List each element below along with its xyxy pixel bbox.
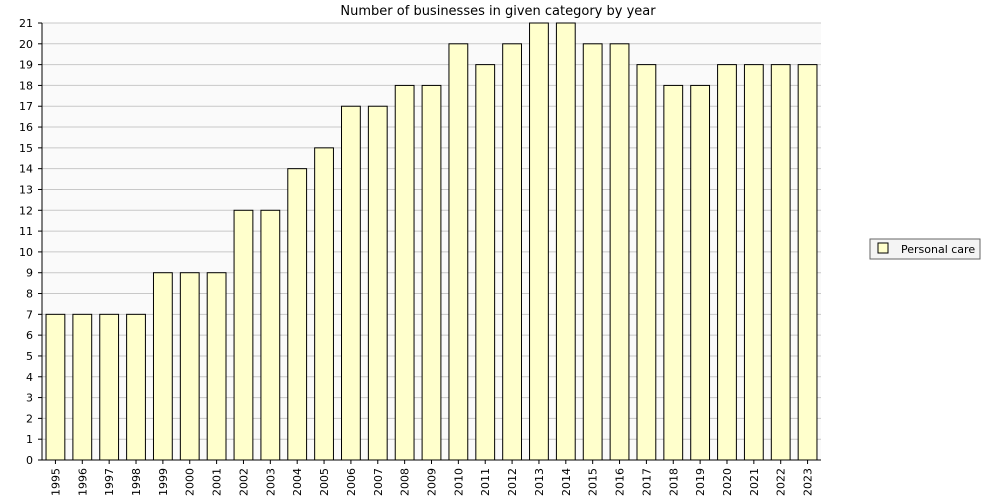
x-tick-label: 2012 [506, 468, 519, 496]
y-tick-label: 11 [19, 225, 33, 238]
x-tick-label: 2002 [237, 468, 250, 496]
x-tick-label: 2005 [318, 468, 331, 496]
x-tick-label: 2008 [399, 468, 412, 496]
bar [99, 313, 120, 461]
x-tick-label: 2007 [372, 468, 385, 496]
y-tick-label: 14 [19, 163, 33, 176]
y-tick-label: 4 [26, 371, 33, 384]
x-tick-label: 1996 [76, 468, 89, 496]
x-tick-label: 2022 [775, 468, 788, 496]
x-tick-label: 2009 [426, 468, 439, 496]
bar [341, 105, 361, 461]
y-tick-label: 20 [19, 38, 33, 51]
x-tick-label: 1997 [103, 468, 116, 496]
x-tick-labels: 1995 1996 1997 1998 1999 2000 2001 2002 2003 2004… [49, 468, 814, 496]
x-tick-label: 2016 [614, 468, 627, 496]
axes [38, 22, 821, 464]
bar [529, 22, 549, 461]
bar [663, 84, 684, 461]
y-tick-label: 19 [19, 59, 33, 72]
bar [179, 272, 200, 461]
x-tick-label: 1998 [130, 468, 143, 496]
bar [126, 313, 146, 461]
bar [287, 168, 308, 461]
x-tick-label: 2021 [748, 468, 761, 496]
y-tick-label: 10 [19, 246, 33, 259]
bar [636, 64, 657, 461]
y-tick-label: 17 [19, 100, 33, 113]
x-tick-label: 2014 [560, 468, 573, 496]
bar [717, 64, 737, 461]
x-tick-label: 2001 [211, 468, 224, 496]
y-tick-label: 12 [19, 204, 33, 217]
x-tick-label: 1995 [49, 468, 62, 496]
y-tick-label: 18 [19, 79, 33, 92]
bar [394, 84, 415, 461]
legend-label: Personal care [901, 243, 975, 256]
y-tick-label: 9 [26, 267, 33, 280]
bar [609, 43, 630, 461]
bar [260, 209, 281, 461]
x-tick-label: 2011 [479, 468, 492, 496]
x-tick-label: 2019 [694, 468, 707, 496]
bar [502, 43, 522, 461]
y-tick-label: 7 [26, 308, 33, 321]
x-tick-label: 2013 [533, 468, 546, 496]
bar [475, 64, 496, 461]
y-tick-label: 16 [19, 121, 33, 134]
y-tick-label: 5 [26, 350, 33, 363]
bar [367, 105, 388, 461]
bar [72, 313, 93, 461]
y-tick-label: 0 [26, 454, 33, 467]
bar [555, 22, 576, 461]
y-tick-label: 21 [19, 17, 33, 30]
y-tick-label: 1 [26, 433, 33, 446]
x-tick-label: 2003 [264, 468, 277, 496]
y-tick-label: 15 [19, 142, 33, 155]
x-tick-label: 2020 [721, 468, 734, 496]
x-tick-label: 2018 [667, 468, 680, 496]
y-tick-label: 8 [26, 288, 33, 301]
x-tick-label: 2006 [345, 468, 358, 496]
bars [45, 22, 818, 461]
bar [448, 43, 469, 461]
bar [314, 147, 334, 461]
legend-box [869, 238, 981, 260]
legend: Personal care [869, 238, 981, 260]
bar [743, 64, 764, 461]
x-tick-label: 2010 [452, 468, 465, 496]
bar [421, 84, 442, 461]
y-tick-label: 13 [19, 183, 33, 196]
x-tick-label: 1999 [157, 468, 170, 496]
bar [45, 313, 66, 461]
y-tick-label: 3 [26, 392, 33, 405]
x-tick-label: 2015 [587, 468, 600, 496]
bar [797, 64, 818, 461]
bar [770, 64, 791, 461]
bar [690, 84, 711, 461]
x-tick-label: 2023 [802, 468, 815, 496]
y-tick-label: 6 [26, 329, 33, 342]
x-tick-label: 2000 [184, 468, 197, 496]
legend-swatch [877, 242, 889, 254]
x-tick-label: 2017 [640, 468, 653, 496]
bar [582, 43, 603, 461]
bar [233, 209, 254, 461]
y-tick-label: 2 [26, 412, 33, 425]
bar [206, 272, 227, 461]
chart-title: Number of businesses in given category b… [340, 4, 656, 19]
bar [152, 272, 173, 461]
x-tick-label: 2004 [291, 468, 304, 496]
